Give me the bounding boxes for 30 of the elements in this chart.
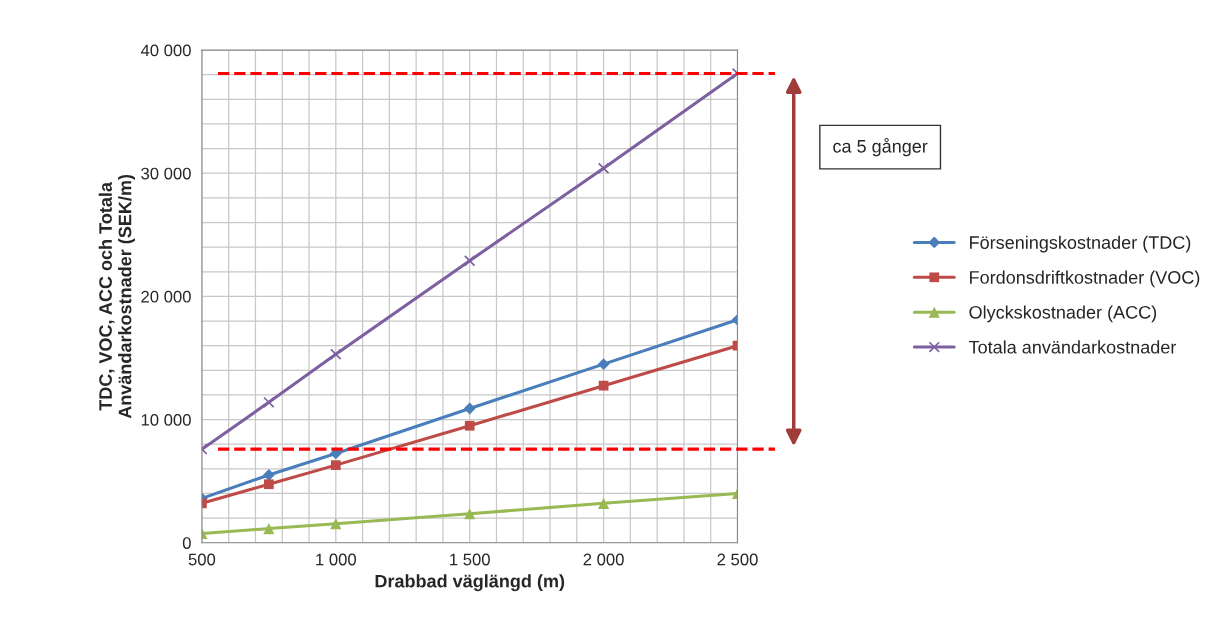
y-tick-label: 10 000 <box>141 413 191 426</box>
point <box>330 348 342 360</box>
point <box>263 479 274 490</box>
x-tick-label: 1 000 <box>316 553 356 566</box>
x-tick-label: 500 <box>188 553 216 566</box>
x-tick-label: 2 000 <box>583 553 624 566</box>
legend-label: Totala användarkostnader <box>968 340 1177 354</box>
legend-label: Fordonsdriftkostnader (VOC) <box>970 270 1200 288</box>
point <box>597 358 610 371</box>
point <box>598 380 609 391</box>
y-axis-title: TDC, VOC, ACC och Totala Användarkostnader (SEK/m) <box>98 174 135 419</box>
point <box>597 162 610 175</box>
y-tick-label: 40 000 <box>140 44 191 57</box>
x-tick-label: 2 500 <box>717 553 758 566</box>
point <box>263 396 275 409</box>
legend-label: Olyckskostnader (ACC) <box>969 305 1157 323</box>
y-tick-label: 0 <box>182 537 191 549</box>
point <box>463 402 476 415</box>
point <box>464 420 475 431</box>
x-tick-label: 1 500 <box>450 553 490 566</box>
point <box>262 469 275 481</box>
text: ca 5 gånger <box>833 137 928 157</box>
y-tick-label: 20 000 <box>141 290 191 303</box>
point <box>263 523 275 535</box>
legend-label: Förseningskostnader (TDC) <box>970 235 1191 253</box>
x-axis-title: Drabbad väglängd (m) <box>375 574 565 592</box>
y-tick-label: 30 000 <box>141 167 191 180</box>
point <box>463 254 476 267</box>
point <box>598 497 610 509</box>
point <box>330 460 341 471</box>
